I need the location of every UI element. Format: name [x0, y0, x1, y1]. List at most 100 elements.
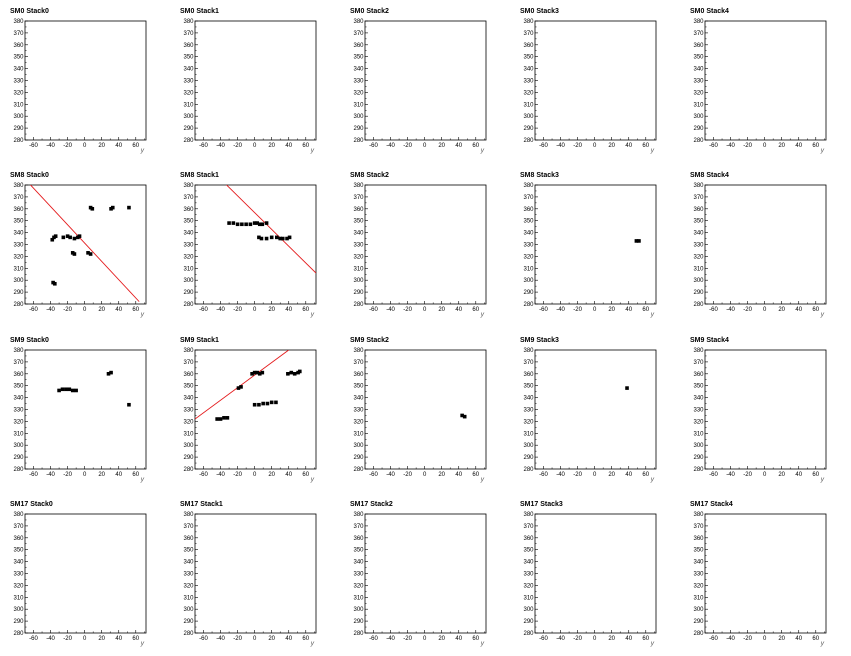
y-tick-label: 320 — [523, 254, 534, 260]
x-tick-label: -60 — [369, 307, 378, 313]
panel-16: SM17 Stack1 280 290 300 310 320 330 340 350 360 37… — [180, 501, 317, 647]
y-tick-label: 300 — [183, 278, 194, 284]
x-tick-label: 20 — [98, 472, 105, 478]
x-tick-label: 0 — [253, 143, 257, 149]
x-tick-label: 60 — [812, 307, 819, 313]
y-tick-label: 320 — [183, 90, 194, 96]
y-tick-label: 290 — [693, 619, 704, 625]
x-tick-label: 20 — [98, 143, 105, 149]
y-tick-label: 300 — [353, 443, 364, 449]
y-tick-label: 360 — [693, 536, 704, 542]
y-tick-label: 300 — [523, 114, 534, 120]
x-tick-label: 0 — [763, 143, 767, 149]
y-tick-label: 290 — [523, 619, 534, 625]
x-tick-label: -40 — [216, 143, 225, 149]
panel-title: SM17 Stack4 — [690, 501, 733, 508]
y-tick-label: 350 — [353, 548, 364, 554]
y-tick-label: 290 — [183, 126, 194, 132]
y-tick-label: 350 — [353, 55, 364, 61]
x-tick-label: 40 — [285, 307, 292, 313]
panel-title: SM8 Stack2 — [350, 172, 389, 179]
x-tick-label: -60 — [369, 472, 378, 478]
panel-title: SM9 Stack3 — [520, 337, 559, 344]
y-tick-label: 310 — [13, 266, 24, 272]
y-tick-label: 340 — [183, 396, 194, 402]
data-point — [264, 236, 269, 241]
y-tick-label: 340 — [353, 231, 364, 237]
x-tick-label: -20 — [403, 307, 412, 313]
x-tick-label: 40 — [455, 307, 462, 313]
x-tick-label: -60 — [199, 143, 208, 149]
y-tick-label: 290 — [523, 290, 534, 296]
data-point — [274, 400, 278, 405]
x-tick-label: -40 — [46, 636, 55, 642]
x-tick-label: 0 — [253, 307, 257, 313]
data-point — [255, 370, 260, 375]
y-tick-label: 280 — [183, 467, 194, 473]
x-tick-label: -40 — [46, 143, 55, 149]
y-tick-label: 320 — [693, 419, 704, 425]
x-tick-label: 40 — [115, 636, 122, 642]
y-tick-label: 320 — [183, 254, 194, 260]
x-tick-label: 40 — [625, 307, 632, 313]
y-tick-label: 340 — [693, 67, 704, 73]
x-tick-label: -20 — [743, 472, 752, 478]
x-tick-label: -20 — [743, 307, 752, 313]
x-tick-label: -20 — [233, 636, 242, 642]
y-tick-label: 370 — [13, 195, 24, 201]
y-tick-label: 360 — [523, 43, 534, 49]
data-point — [106, 372, 111, 376]
x-tick-label: 60 — [642, 472, 649, 478]
data-point — [110, 205, 115, 210]
x-tick-label: -60 — [709, 472, 718, 478]
y-tick-label: 360 — [523, 536, 534, 542]
y-tick-label: 380 — [183, 348, 194, 354]
y-tick-label: 320 — [523, 583, 534, 589]
y-tick-label: 280 — [13, 467, 24, 473]
y-tick-label: 290 — [13, 455, 24, 461]
data-point — [60, 387, 65, 392]
y-tick-label: 340 — [523, 231, 534, 237]
y-tick-label: 330 — [183, 243, 194, 249]
x-tick-label: 40 — [455, 472, 462, 478]
panel-title: SM0 Stack2 — [350, 8, 389, 15]
data-point — [250, 372, 254, 376]
x-tick-label: -20 — [63, 307, 72, 313]
y-tick-label: 340 — [693, 231, 704, 237]
y-tick-label: 300 — [183, 114, 194, 120]
data-point — [259, 236, 264, 241]
y-tick-label: 310 — [693, 431, 704, 437]
x-axis-label: y — [310, 147, 315, 154]
y-tick-label: 330 — [693, 243, 704, 249]
data-point — [127, 205, 131, 210]
y-tick-label: 370 — [693, 195, 704, 201]
y-tick-label: 380 — [183, 183, 194, 189]
y-tick-label: 350 — [183, 55, 194, 61]
x-tick-label: 0 — [423, 143, 427, 149]
y-tick-label: 360 — [353, 43, 364, 49]
y-tick-label: 330 — [693, 79, 704, 85]
y-tick-label: 320 — [353, 583, 364, 589]
y-tick-label: 300 — [13, 114, 24, 120]
panel-title: SM0 Stack1 — [180, 8, 219, 15]
y-tick-label: 350 — [693, 384, 704, 390]
y-tick-label: 340 — [13, 560, 24, 566]
fit-line — [225, 185, 316, 274]
y-tick-label: 330 — [183, 408, 194, 414]
x-tick-label: -60 — [709, 143, 718, 149]
data-point — [248, 222, 253, 227]
x-tick-label: -40 — [726, 472, 735, 478]
y-tick-label: 290 — [13, 126, 24, 132]
panel-title: SM17 Stack1 — [180, 501, 223, 508]
data-point — [74, 388, 78, 393]
data-point — [127, 402, 131, 407]
y-tick-label: 380 — [183, 19, 194, 25]
x-tick-label: -40 — [386, 636, 395, 642]
data-point — [292, 372, 297, 376]
y-tick-label: 330 — [13, 243, 24, 249]
x-axis-label: y — [480, 476, 485, 483]
y-tick-label: 380 — [693, 183, 704, 189]
y-tick-label: 330 — [523, 572, 534, 578]
data-point — [215, 417, 219, 421]
data-point — [265, 401, 270, 406]
